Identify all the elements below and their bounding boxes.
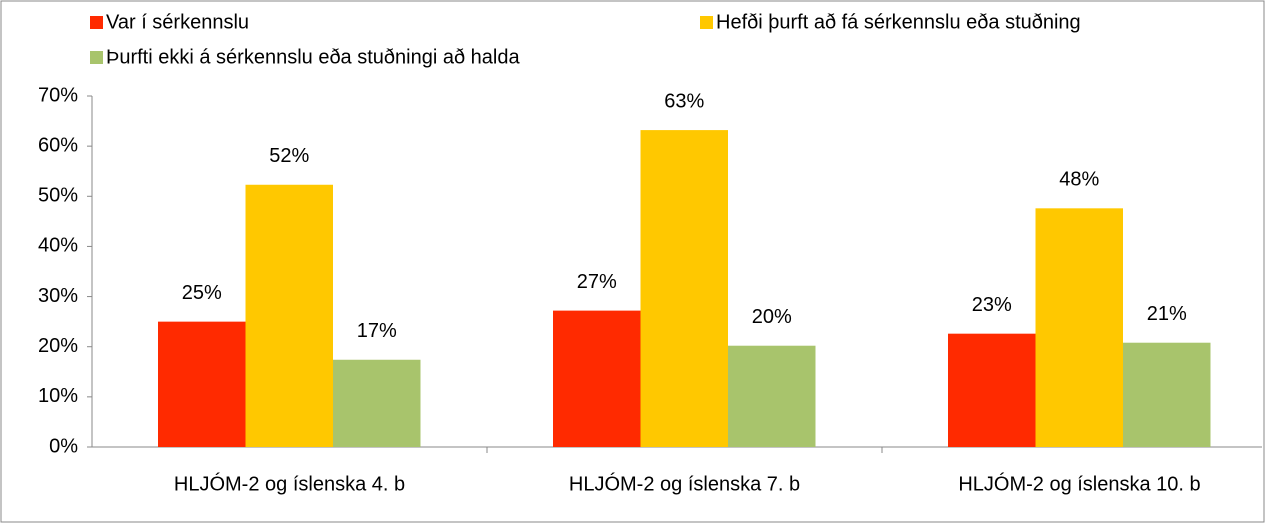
legend-swatch <box>90 16 103 29</box>
legend-label: Hefði þurft að fá sérkennslu eða stuðnin… <box>716 11 1081 33</box>
data-label: 23% <box>972 294 1012 316</box>
y-tick-label: 50% <box>38 185 78 207</box>
bar <box>640 130 728 447</box>
bar <box>728 345 816 447</box>
legend-swatch <box>700 16 713 29</box>
y-tick-label: 40% <box>38 235 78 257</box>
x-tick-label: HLJÓM-2 og íslenska 7. b <box>569 472 800 495</box>
y-tick-label: 30% <box>38 285 78 307</box>
legend-label: Var í sérkennslu <box>106 11 249 33</box>
data-label: 52% <box>269 145 309 167</box>
data-label: 17% <box>357 320 397 342</box>
bar <box>333 359 421 447</box>
data-label: 48% <box>1059 169 1099 191</box>
y-tick-label: 70% <box>38 84 78 106</box>
legend-label: Þurfti ekki á sérkennslu eða stuðningi a… <box>106 46 520 68</box>
y-tick-label: 20% <box>38 335 78 357</box>
bar <box>1035 208 1123 447</box>
data-label: 25% <box>182 282 222 304</box>
data-label: 27% <box>577 271 617 293</box>
legend-swatch <box>90 51 103 64</box>
y-tick-label: 60% <box>38 134 78 156</box>
x-tick-label: HLJÓM-2 og íslenska 4. b <box>174 472 405 495</box>
bar <box>948 333 1036 447</box>
bar <box>245 184 333 447</box>
data-label: 21% <box>1147 303 1187 325</box>
data-label: 20% <box>752 306 792 328</box>
data-label: 63% <box>664 90 704 112</box>
x-tick-label: HLJÓM-2 og íslenska 10. b <box>958 472 1200 495</box>
y-tick-label: 0% <box>49 435 78 457</box>
bar <box>553 310 641 447</box>
y-tick-label: 10% <box>38 385 78 407</box>
bar <box>1123 342 1211 447</box>
bar <box>158 321 246 447</box>
